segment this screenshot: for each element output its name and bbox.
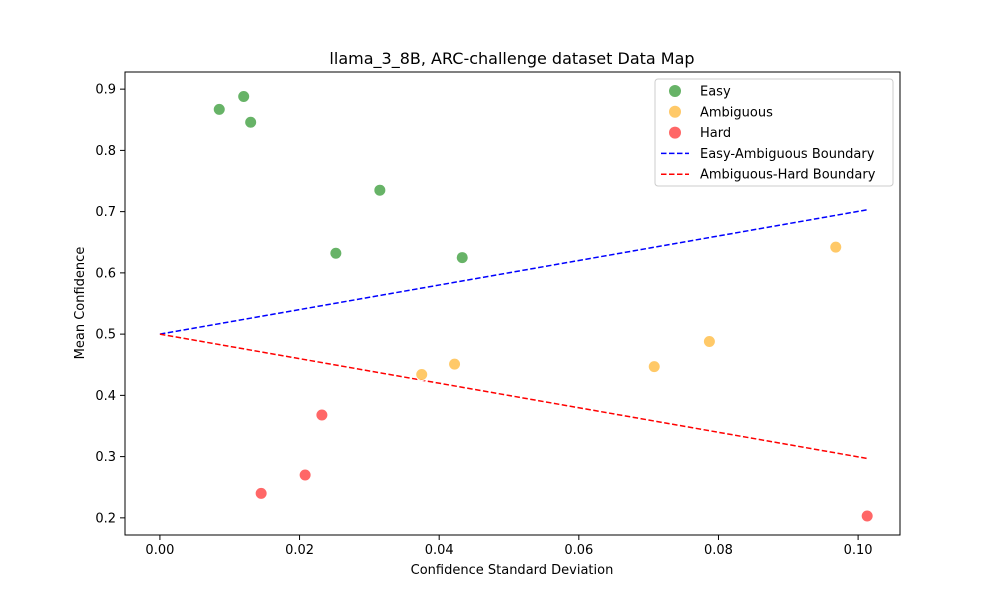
- easy-point: [212, 102, 226, 116]
- chart-title: llama_3_8B, ARC-challenge dataset Data M…: [329, 49, 694, 69]
- ambiguous-point: [829, 240, 843, 254]
- legend-label: Easy-Ambiguous Boundary: [700, 147, 875, 162]
- easy-point: [329, 246, 343, 260]
- x-tick-label: 0.08: [704, 543, 733, 558]
- legend-label: Ambiguous: [700, 105, 773, 120]
- x-tick-label: 0.04: [425, 543, 454, 558]
- x-tick-label: 0.10: [844, 543, 873, 558]
- ambiguous-point: [647, 360, 661, 374]
- hard-point: [315, 408, 329, 422]
- y-tick-label: 0.2: [95, 511, 116, 526]
- y-tick-label: 0.3: [95, 450, 116, 465]
- x-tick-label: 0.00: [145, 543, 174, 558]
- ambiguous-point: [415, 368, 429, 382]
- y-tick-label: 0.4: [95, 389, 116, 404]
- ambiguous-point: [702, 334, 716, 348]
- data-points: [212, 89, 874, 523]
- y-tick-label: 0.9: [95, 83, 116, 98]
- legend-item-easy: Easy: [669, 85, 731, 100]
- legend-item-easy-ambiguous-boundary: Easy-Ambiguous Boundary: [661, 147, 875, 162]
- easy-point: [237, 89, 251, 103]
- legend-item-hard: Hard: [669, 126, 731, 141]
- legend: Easy Ambiguous Hard Easy-Ambiguous Boundary…: [654, 78, 894, 187]
- x-axis-label: Confidence Standard Deviation: [411, 563, 614, 578]
- legend-label: Ambiguous-Hard Boundary: [700, 168, 876, 183]
- y-tick-label: 0.8: [95, 144, 116, 159]
- y-tick-label: 0.5: [95, 328, 116, 343]
- y-axis-label: Mean Confidence: [73, 247, 88, 360]
- hard-point: [254, 486, 268, 500]
- legend-item-ambiguous: Ambiguous: [669, 105, 773, 120]
- ambiguous-hard-boundary-line: [159, 333, 868, 460]
- ambiguous-point: [448, 357, 462, 371]
- y-tick-label: 0.6: [95, 266, 116, 281]
- hard-point: [860, 509, 874, 523]
- y-tick-label: 0.7: [95, 205, 116, 220]
- legend-marker: [669, 105, 681, 118]
- legend-label: Easy: [700, 85, 731, 100]
- legend-marker: [669, 85, 681, 97]
- easy-ambiguous-boundary-line: [159, 209, 868, 335]
- x-tick-label: 0.06: [564, 543, 593, 558]
- plot-frame: [124, 71, 901, 536]
- x-axis: 0.00 0.02 0.04 0.06 0.08 0.10: [145, 535, 873, 558]
- x-tick-label: 0.02: [285, 543, 314, 558]
- boundary-lines: [159, 209, 868, 460]
- easy-point: [455, 251, 469, 265]
- y-axis: 0.2 0.3 0.4 0.5 0.6 0.7 0.8 0.9: [95, 83, 125, 526]
- hard-point: [298, 468, 312, 482]
- legend-marker: [669, 126, 681, 139]
- easy-point: [373, 183, 387, 197]
- easy-point: [244, 115, 258, 129]
- legend-frame: [654, 78, 894, 187]
- legend-item-ambiguous-hard-boundary: Ambiguous-Hard Boundary: [661, 168, 876, 183]
- legend-label: Hard: [700, 126, 731, 141]
